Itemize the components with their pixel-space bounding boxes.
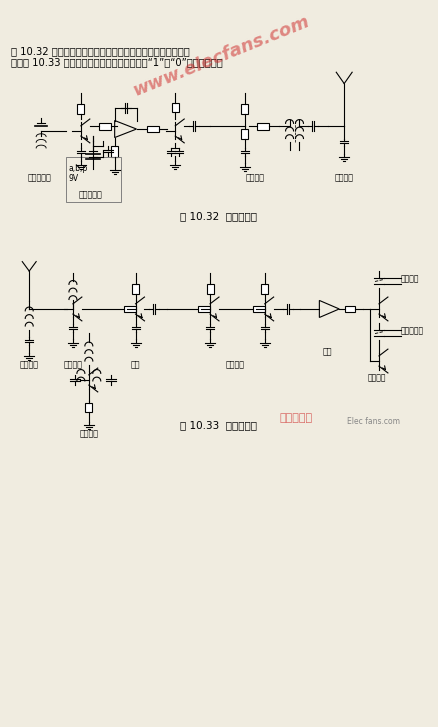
Text: Elec fans.com: Elec fans.com [347,417,400,427]
Bar [345,305,355,313]
Text: 图 10.32  发信机电路: 图 10.32 发信机电路 [180,211,258,221]
Text: 图 10.33  接收器电路: 图 10.33 接收器电路 [180,420,258,430]
Text: 频率放大: 频率放大 [64,361,82,369]
Text: 接触输出: 接触输出 [401,274,419,283]
Bar [132,284,139,294]
Bar [241,105,248,114]
Bar [66,156,120,202]
Text: 检波: 检波 [322,348,332,356]
Bar [124,305,135,313]
Text: 电子发烧友: 电子发烧友 [279,413,313,422]
Bar [78,105,85,114]
Bar [172,103,179,112]
Bar [99,123,111,129]
Text: 输出电路: 输出电路 [368,373,386,382]
Text: 震波器输出: 震波器输出 [401,326,424,335]
Text: 波。图 10.33 示出接收电路，接收结果变换成“1”或“0”的输出信号。: 波。图 10.33 示出接收电路，接收结果变换成“1”或“0”的输出信号。 [11,57,223,67]
Text: a,b,p
9V: a,b,p 9V [69,164,88,183]
Text: 混频: 混频 [131,361,140,369]
Text: 发信机电源: 发信机电源 [79,190,102,199]
Text: www.elecfans.com: www.elecfans.com [131,12,313,100]
Text: 检测用接点: 检测用接点 [27,173,51,182]
Text: 中频放大: 中频放大 [226,361,244,369]
Text: 调频电路: 调频电路 [245,173,264,182]
Bar [148,126,159,132]
Bar [85,403,92,412]
Bar [253,305,265,313]
Bar [207,284,214,294]
Text: 图 10.32 示出接触传感器的检测电路，位置检测结果变换成电: 图 10.32 示出接触传感器的检测电路，位置检测结果变换成电 [11,47,190,57]
Bar [198,305,210,313]
Bar [261,284,268,294]
Text: 发信天线: 发信天线 [335,173,354,182]
Bar [111,146,118,158]
Text: 收信天线: 收信天线 [20,361,39,369]
Text: 局部起振: 局部起振 [79,430,98,439]
Bar [257,123,268,129]
Bar [241,129,248,139]
